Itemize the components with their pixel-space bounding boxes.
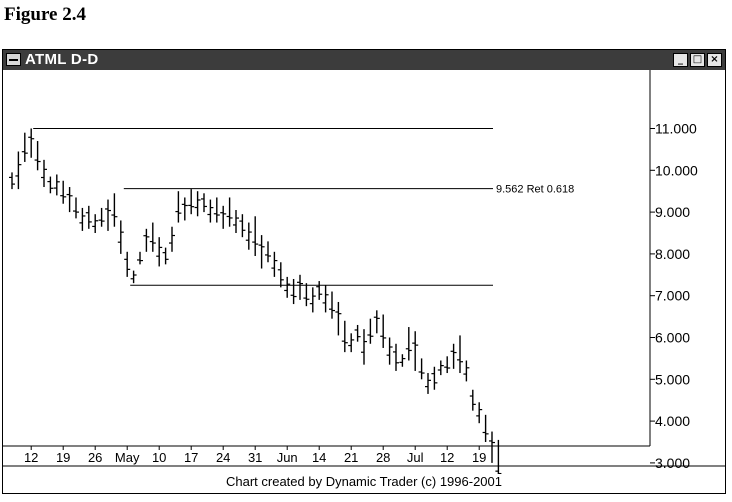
- minimize-button[interactable]: _: [673, 53, 688, 67]
- x-tick-label: 28: [376, 450, 390, 465]
- window-title: ATML D-D: [25, 51, 99, 68]
- x-tick-label: 12: [440, 450, 454, 465]
- maximize-button[interactable]: □: [690, 53, 705, 67]
- x-tick-label: 10: [152, 450, 166, 465]
- y-tick-label: 11.000: [655, 121, 697, 137]
- y-tick-label: 3.000: [655, 455, 690, 471]
- figure-label: Figure 2.4: [4, 4, 86, 25]
- reference-line-label: 9.562 Ret 0.618: [496, 184, 574, 196]
- chart-app-icon[interactable]: [6, 53, 21, 66]
- x-tick-label: 21: [344, 450, 358, 465]
- x-tick-label: May: [115, 450, 140, 465]
- y-tick-label: 4.000: [655, 413, 690, 429]
- x-tick-label: 12: [24, 450, 38, 465]
- close-button[interactable]: ×: [707, 53, 722, 67]
- x-tick-label: Jul: [407, 450, 424, 465]
- window-titlebar[interactable]: ATML D-D _ □ ×: [3, 50, 725, 70]
- price-chart: 9.562 Ret 0.618 11.000 10.000 9.000 8.000 7.0…: [3, 70, 725, 474]
- y-tick-label: 8.000: [655, 246, 690, 262]
- x-tick-label: 17: [184, 450, 198, 465]
- x-tick-label: 19: [56, 450, 70, 465]
- x-tick-label: 24: [216, 450, 230, 465]
- x-tick-label: 31: [248, 450, 262, 465]
- chart-credit: Chart created by Dynamic Trader (c) 1996…: [225, 474, 502, 489]
- x-tick-label: Jun: [277, 450, 298, 465]
- x-tick-label: 26: [88, 450, 102, 465]
- x-tick-label: 14: [312, 450, 326, 465]
- y-tick-label: 7.000: [655, 288, 690, 304]
- chart-window: ATML D-D _ □ × 9.562 Ret 0.618 11.000 10.0…: [2, 49, 726, 494]
- x-tick-label: 19: [472, 450, 486, 465]
- y-tick-label: 9.000: [655, 204, 690, 220]
- y-tick-label: 5.000: [655, 371, 690, 387]
- y-tick-label: 10.000: [655, 162, 698, 178]
- y-tick-label: 6.000: [655, 330, 690, 346]
